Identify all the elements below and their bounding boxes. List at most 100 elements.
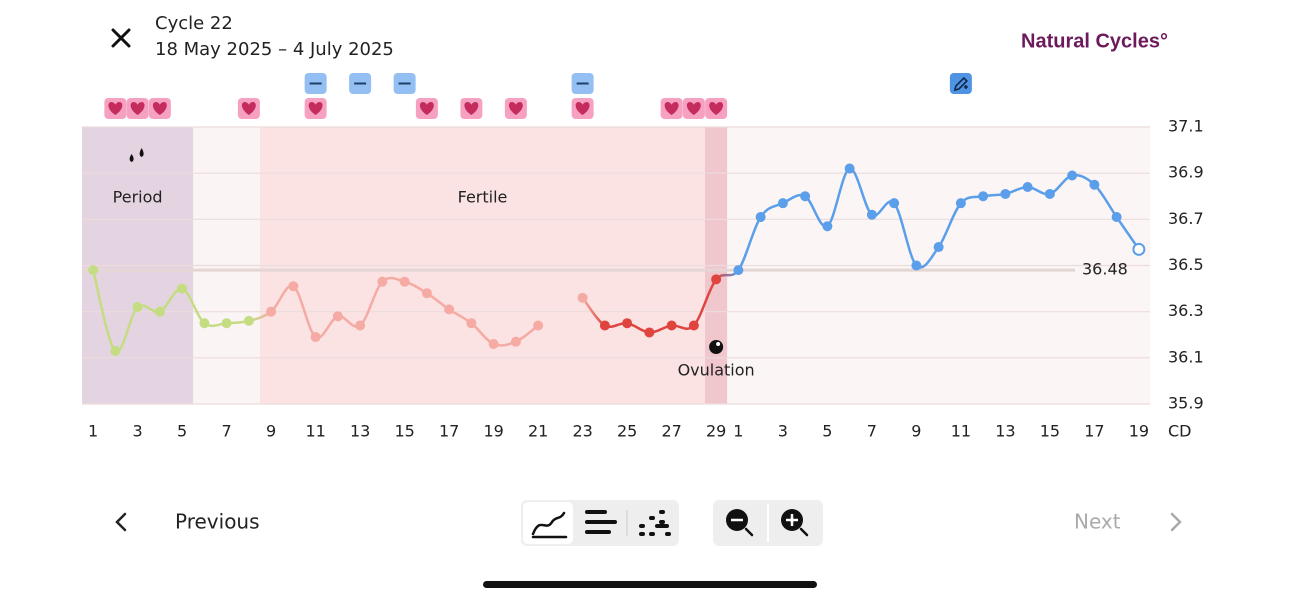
heart-icon	[104, 98, 127, 119]
temperature-point	[1044, 188, 1055, 199]
zoom-out-button[interactable]	[726, 509, 754, 537]
test-icon	[571, 73, 594, 94]
heart	[664, 102, 679, 115]
heart-icon	[660, 98, 683, 119]
temperature-point	[777, 198, 788, 209]
temperature-point	[1000, 188, 1011, 199]
heart-icon	[571, 98, 594, 119]
x-tick-label: 25	[617, 422, 637, 441]
y-tick-label: 35.9	[1168, 394, 1204, 413]
temperature-point	[154, 306, 165, 317]
temperature-point	[132, 302, 143, 313]
temperature-point	[1089, 179, 1100, 190]
temperature-point	[332, 311, 343, 322]
x-tick-label: 1	[733, 422, 743, 441]
band-label: Period	[113, 188, 163, 207]
cycle-title: Cycle 22	[155, 13, 233, 34]
temperature-point	[221, 318, 232, 329]
cycle-dates: 18 May 2025 – 4 July 2025	[155, 39, 394, 60]
previous-button[interactable]: Previous	[115, 510, 260, 534]
coverline-label: 36.48	[1082, 260, 1128, 279]
x-tick-label: 9	[911, 422, 921, 441]
temperature-point	[577, 292, 588, 303]
temperature-point	[889, 198, 900, 209]
bar-view-button[interactable]	[585, 510, 617, 534]
temperature-point	[488, 338, 499, 349]
temperature-point	[911, 260, 922, 271]
heart	[152, 102, 167, 115]
heart	[108, 102, 123, 115]
x-tick-label: 17	[439, 422, 459, 441]
temperature-point	[800, 191, 811, 202]
temperature-point	[822, 221, 833, 232]
y-tick-label: 37.1	[1168, 117, 1204, 136]
x-tick-label: 15	[394, 422, 414, 441]
test-icon	[393, 73, 416, 94]
note-icon	[949, 73, 972, 94]
temperature-point	[510, 336, 521, 347]
x-tick-label: 27	[661, 422, 681, 441]
bar-icon	[585, 510, 617, 534]
x-tick-label: 13	[995, 422, 1015, 441]
heart	[419, 102, 434, 115]
band-label: Ovulation	[678, 361, 755, 380]
note-bg	[949, 73, 972, 94]
line-view-button[interactable]	[523, 502, 573, 544]
temperature-point	[88, 265, 99, 276]
heart-icon	[237, 98, 260, 119]
y-tick-label: 36.3	[1168, 301, 1204, 320]
temperature-point	[666, 320, 677, 331]
next-button[interactable]: Next	[1074, 510, 1182, 534]
close-icon	[111, 28, 131, 48]
home-indicator	[483, 581, 817, 588]
temperature-point	[711, 274, 722, 285]
heart-icon	[504, 98, 527, 119]
chart: 35.9 36.1 36.3 36.5 36.7 36.9 37.1 Period Fertil…	[82, 73, 1204, 441]
temperature-point	[243, 315, 254, 326]
dot-icon	[639, 510, 671, 536]
temperature-point	[933, 242, 944, 253]
y-tick-label: 36.1	[1168, 347, 1204, 366]
temperature-point	[288, 281, 299, 292]
heart	[241, 102, 256, 115]
heart	[464, 102, 479, 115]
temperature-point	[1111, 212, 1122, 223]
x-tick-label: 7	[867, 422, 877, 441]
x-tick-label: 3	[133, 422, 143, 441]
x-tick-label: 3	[778, 422, 788, 441]
x-tick-label: 29	[706, 422, 726, 441]
x-axis-label: CD	[1168, 422, 1192, 441]
heart	[508, 102, 523, 115]
temperature-point	[755, 212, 766, 223]
x-tick-label: 15	[1040, 422, 1060, 441]
next-label: Next	[1074, 510, 1121, 534]
temperature-point	[1022, 182, 1033, 193]
line-icon	[531, 511, 568, 539]
brand-logo: Natural Cycles°	[1021, 30, 1168, 52]
dot-view-button[interactable]	[639, 510, 671, 536]
selected-bg	[523, 502, 573, 544]
heart	[575, 102, 590, 115]
x-tick-label: 11	[951, 422, 971, 441]
temperature-point	[1067, 170, 1078, 181]
close-button[interactable]	[111, 28, 131, 48]
temperature-point	[1132, 242, 1146, 256]
x-tick-label: 21	[528, 422, 548, 441]
heart-icon	[304, 98, 327, 119]
temperature-point	[599, 320, 610, 331]
heart-icon	[705, 98, 728, 119]
temperature-point	[466, 318, 477, 329]
temperature-point	[733, 265, 744, 276]
heart	[686, 102, 701, 115]
temperature-point	[844, 163, 855, 174]
heart-icon	[415, 98, 438, 119]
pen	[953, 76, 969, 92]
zoom-in-button[interactable]	[781, 509, 809, 537]
y-tick-label: 36.9	[1168, 163, 1204, 182]
x-tick-label: 17	[1084, 422, 1104, 441]
view-toggle	[521, 500, 679, 546]
heart	[130, 102, 145, 115]
